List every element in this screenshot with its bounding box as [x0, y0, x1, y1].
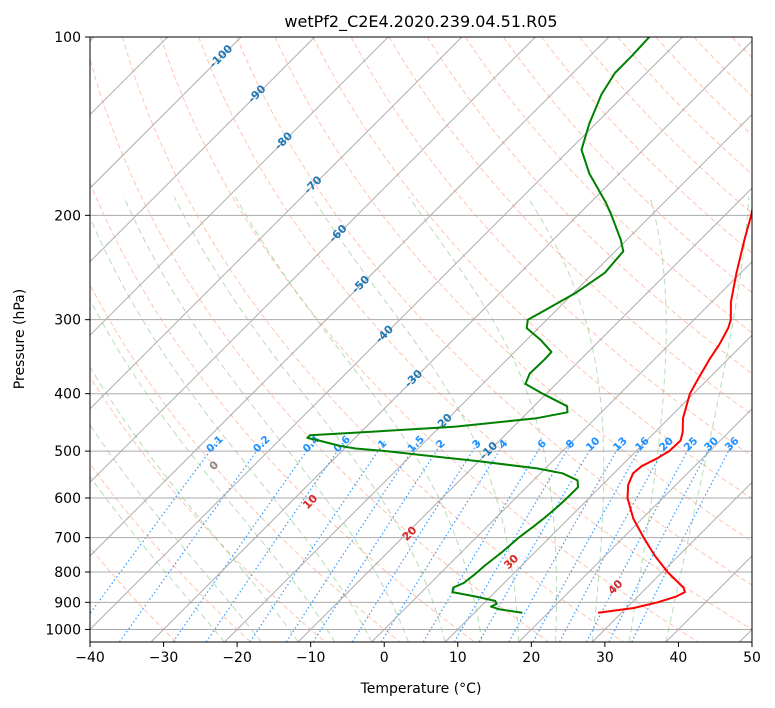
x-tick-label: 30 [596, 650, 614, 666]
sounding-series [306, 37, 752, 614]
mixing-ratio-line [532, 440, 646, 642]
dry-adiabat-line [90, 283, 401, 642]
y-tick-label: 200 [54, 208, 81, 224]
y-axis-label: Pressure (hPa) [12, 289, 28, 389]
dry-adiabat-line [90, 57, 550, 642]
y-tick-label: 300 [54, 313, 81, 329]
x-tick-label: −20 [222, 650, 252, 666]
mixing-ratio-line [172, 440, 315, 642]
y-tick-label: 900 [54, 595, 81, 611]
moist-adiabat-line [234, 196, 483, 642]
x-tick-label: 40 [670, 650, 688, 666]
y-tick-label: 400 [54, 387, 81, 403]
x-tick-label: −10 [296, 650, 326, 666]
temperature-profile-line [597, 205, 752, 614]
x-tick-label: −30 [149, 650, 179, 666]
y-tick-label: 500 [54, 444, 81, 460]
mixing-ratio-line [508, 440, 624, 642]
moist-adiabat-line [90, 298, 336, 642]
dry-adiabat-line [388, 37, 752, 416]
mixing-ratio-line [558, 440, 670, 642]
y-tick-label: 100 [54, 30, 81, 46]
plot-frame [89, 36, 753, 643]
y-tick-label: 800 [54, 565, 81, 581]
dry-adiabat-line [541, 37, 752, 254]
x-axis-label: Temperature (°C) [360, 681, 482, 697]
dry-adiabat-line [236, 37, 752, 586]
mixing-ratio-line [118, 440, 265, 642]
mixing-ratio-line [631, 440, 735, 642]
moist-adiabat-line [408, 196, 557, 642]
dry-adiabat-line [274, 37, 752, 542]
dry-adiabat-line [122, 37, 624, 642]
isotherm-line [297, 187, 752, 642]
isotherm-line [444, 334, 752, 642]
x-tick-label: 20 [522, 650, 540, 666]
dry-adiabat-line [617, 37, 752, 175]
isotherm-line [90, 37, 536, 484]
moist-adiabat-line [90, 366, 299, 642]
moist-adiabat-line [311, 196, 520, 642]
mixing-ratio-line [453, 440, 574, 642]
isotherm-line [90, 37, 389, 336]
isotherm-line [518, 408, 752, 642]
moist-adiabat-line [173, 196, 446, 642]
y-tick-label: 600 [54, 491, 81, 507]
isotherm-line [90, 37, 610, 557]
isotherm-line [371, 260, 752, 642]
dry-adiabat-line [160, 37, 699, 642]
chart-title: wetPf2_C2E4.2020.239.04.51.R05 [284, 12, 557, 32]
mixing-ratio-line [90, 440, 219, 615]
isotherm-line [90, 37, 683, 631]
isobar-gridlines [90, 37, 752, 630]
dry-adiabat-line [198, 37, 752, 630]
x-tick-label: 0 [380, 650, 389, 666]
mixing-ratio-line [422, 440, 545, 642]
moist-adiabat-line [90, 216, 373, 642]
isotherm-line [150, 40, 752, 642]
y-axis: 100 200 300 400 500 600 700 800 900 1000 [45, 30, 90, 638]
mixing-ratio-line [351, 440, 480, 642]
moist-adiabat-line [123, 196, 409, 642]
moist-adiabat-line [665, 196, 750, 642]
x-tick-label: 50 [743, 650, 761, 666]
plot-area: -100-90-80-70-60-50-40-30-20-100.1 0.2 0.4… [90, 37, 752, 642]
isotherm-line [591, 481, 752, 642]
mixing-ratio-line [312, 440, 444, 642]
isotherm-line [224, 113, 752, 642]
isotherm-line [90, 37, 316, 263]
moist-adiabats [90, 196, 750, 642]
y-tick-label: 700 [54, 531, 81, 547]
dry-adiabat-line [90, 376, 326, 642]
x-tick-label: −40 [75, 650, 105, 666]
x-axis: −40 −30 −20 −10 0 10 20 30 40 50 [75, 642, 761, 666]
moist-adiabat-line [628, 196, 667, 642]
mixing-ratio-line [285, 440, 420, 642]
isotherm-line [90, 37, 463, 410]
dewpoint-profile-line [306, 37, 651, 614]
dry-adiabat-line [312, 37, 752, 500]
isotherm-line [90, 37, 242, 189]
dry-adiabat-line [90, 181, 475, 642]
mixing-ratio-line [249, 440, 386, 642]
dry-adiabats [90, 37, 752, 642]
x-tick-label: 10 [449, 650, 467, 666]
y-tick-label: 1000 [45, 622, 81, 638]
mixing-ratio-lines [90, 440, 735, 642]
dry-adiabat-line [90, 463, 252, 642]
dry-adiabat-line [426, 37, 752, 375]
isotherms [90, 37, 752, 642]
